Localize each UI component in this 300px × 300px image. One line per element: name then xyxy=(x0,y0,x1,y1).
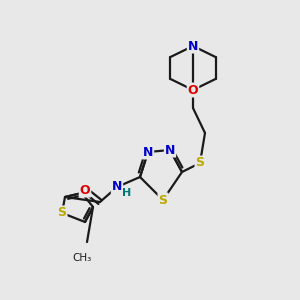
Text: N: N xyxy=(165,143,175,157)
Text: S: S xyxy=(58,206,67,220)
Text: N: N xyxy=(188,40,198,52)
Text: S: S xyxy=(196,157,205,169)
Text: O: O xyxy=(80,184,90,196)
Text: H: H xyxy=(122,188,132,198)
Text: CH₃: CH₃ xyxy=(72,253,92,263)
Text: O: O xyxy=(188,83,198,97)
Text: N: N xyxy=(143,146,153,158)
Text: N: N xyxy=(112,181,122,194)
Text: S: S xyxy=(158,194,167,206)
